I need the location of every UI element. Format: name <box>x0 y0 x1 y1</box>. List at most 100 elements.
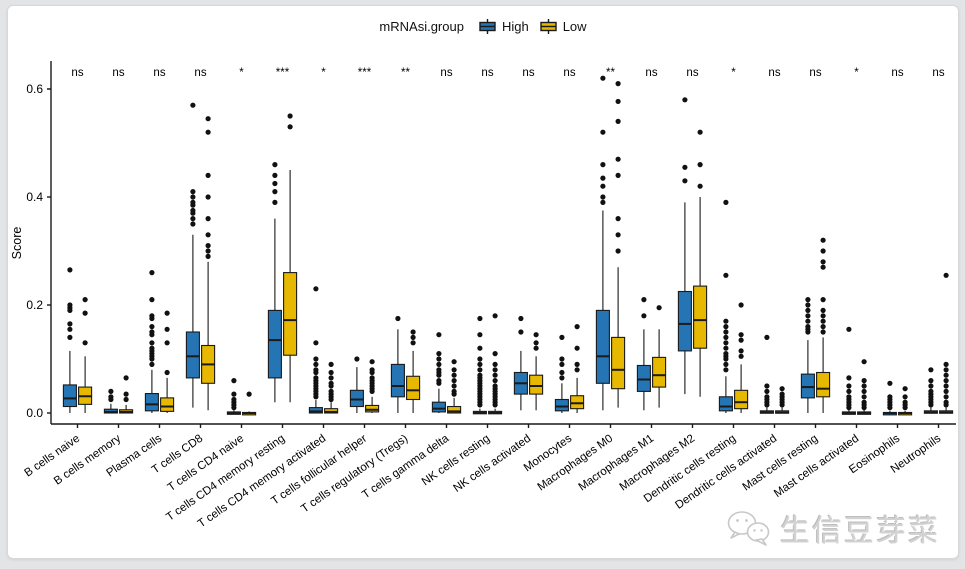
outlier-point <box>436 367 442 373</box>
outlier-point <box>779 391 785 397</box>
boxplot-mast-cells-resting-low <box>816 237 831 413</box>
outlier-point <box>559 356 565 362</box>
y-tick-label: 0.4 <box>26 190 43 204</box>
significance-label: ns <box>440 67 452 79</box>
outlier-point <box>805 313 811 319</box>
outlier-point <box>928 378 934 384</box>
significance-label: ns <box>71 67 83 79</box>
outlier-point <box>190 221 196 227</box>
outlier-point <box>764 394 770 400</box>
outlier-point <box>820 329 826 335</box>
outlier-point <box>764 383 770 389</box>
outlier-point <box>861 399 867 405</box>
outlier-point <box>231 378 237 384</box>
outlier-point <box>149 329 155 335</box>
outlier-point <box>313 361 319 367</box>
outlier-point <box>615 98 621 105</box>
outlier-point <box>313 375 319 381</box>
outlier-point <box>943 372 949 378</box>
outlier-point <box>574 361 580 367</box>
outlier-point <box>943 272 949 278</box>
outlier-point <box>820 318 826 324</box>
outlier-point <box>67 321 73 327</box>
significance-label: ns <box>686 67 698 79</box>
outlier-point <box>451 372 457 378</box>
boxplot-mast-cells-activated-high <box>841 326 856 415</box>
outlier-point <box>272 172 278 178</box>
outlier-point <box>313 356 319 362</box>
outlier-point <box>600 183 606 189</box>
outlier-point <box>492 351 498 357</box>
outlier-point <box>272 180 278 187</box>
outlier-point <box>805 297 811 303</box>
outlier-point <box>615 232 621 238</box>
legend-item-low: Low <box>539 18 587 35</box>
outlier-point <box>738 332 744 338</box>
outlier-point <box>574 324 580 330</box>
outlier-point <box>738 337 744 343</box>
outlier-point <box>67 267 73 273</box>
outlier-point <box>328 361 334 367</box>
boxplot-macrophages-m2-low <box>693 129 708 397</box>
outlier-point <box>492 313 498 319</box>
outlier-point <box>492 372 498 378</box>
boxplot-mast-cells-resting-high <box>800 297 815 413</box>
boxplot-t-cells-cd4-naive-low <box>242 391 257 416</box>
outlier-point <box>231 391 237 397</box>
x-axis-label: Macrophages M1 <box>577 433 657 494</box>
outlier-point <box>559 334 565 340</box>
outlier-point <box>902 394 908 400</box>
boxplot-macrophages-m1-low <box>652 305 667 408</box>
boxplot-t-cells-gamma-delta-low <box>447 359 462 414</box>
significance-label: *** <box>358 67 372 79</box>
significance-label: ns <box>481 67 493 79</box>
outlier-point <box>313 367 319 373</box>
outlier-point <box>559 375 565 381</box>
outlier-point <box>205 116 211 122</box>
outlier-point <box>697 162 703 168</box>
outlier-point <box>354 356 360 362</box>
outlier-point <box>928 383 934 389</box>
outlier-point <box>820 324 826 330</box>
legend-title: mRNAsi.group <box>379 19 464 34</box>
boxplot-dendritic-cells-resting-low <box>734 302 749 413</box>
outlier-point <box>369 367 375 373</box>
outlier-point <box>846 394 852 400</box>
significance-label: ns <box>645 67 657 79</box>
outlier-point <box>205 253 211 259</box>
outlier-point <box>615 172 621 178</box>
plot-card: mRNAsi.group High Low 0.0 0.2 0.4 0.6 Score n… <box>7 5 959 559</box>
outlier-point <box>861 359 867 365</box>
outlier-point <box>861 394 867 400</box>
boxplot-mast-cells-activated-low <box>857 359 872 415</box>
outlier-point <box>477 315 483 322</box>
significance-label: *** <box>276 67 290 79</box>
outlier-point <box>123 396 129 403</box>
outlier-point <box>723 324 729 330</box>
wechat-chat-bubbles-icon <box>727 511 770 546</box>
boxplot-t-cells-cd8-low <box>201 116 216 411</box>
outlier-point <box>477 356 483 362</box>
outlier-point <box>943 399 949 405</box>
outlier-point <box>723 334 729 340</box>
outlier-point <box>656 305 662 311</box>
outlier-point <box>477 367 483 373</box>
outlier-point <box>615 216 621 222</box>
outlier-point <box>533 332 539 338</box>
legend-label-high: High <box>501 19 529 34</box>
outlier-point <box>723 272 729 278</box>
boxplot-t-cells-follicular-helper-low <box>365 359 380 413</box>
outlier-point <box>697 129 703 135</box>
outlier-point <box>205 194 211 200</box>
significance-label: ns <box>153 67 165 79</box>
outlier-point <box>149 270 155 276</box>
outlier-point <box>205 172 211 178</box>
outlier-point <box>82 340 88 346</box>
outlier-point <box>190 216 196 222</box>
boxplot-nk-cells-resting-low <box>488 313 503 415</box>
outlier-point <box>943 383 949 389</box>
outlier-point <box>943 378 949 384</box>
boxplot-macrophages-m0-low <box>611 81 626 408</box>
outlier-point <box>313 340 319 346</box>
